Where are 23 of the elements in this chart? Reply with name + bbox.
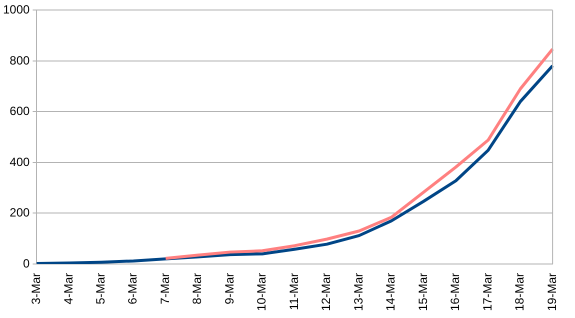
- x-tick-label: 3-Mar: [29, 272, 44, 304]
- x-tick-label: 12-Mar: [319, 272, 334, 312]
- x-tick-label: 6-Mar: [126, 272, 140, 304]
- y-tick-label: 1000: [2, 2, 30, 17]
- y-tick-label: 0: [23, 256, 30, 270]
- x-tick-label: 8-Mar: [190, 272, 204, 304]
- x-tick-label: 13-Mar: [351, 272, 366, 312]
- x-tick-label: 9-Mar: [222, 272, 236, 304]
- x-tick-label: 17-Mar: [480, 272, 494, 312]
- y-tick-label: 200: [10, 206, 30, 220]
- x-tick-label: 7-Mar: [158, 272, 172, 304]
- x-tick-label: 18-Mar: [512, 272, 527, 312]
- y-tick-label: 400: [10, 154, 30, 169]
- x-tick-label: 16-Mar: [448, 272, 462, 312]
- x-tick-label: 11-Mar: [286, 272, 301, 310]
- y-tick-label: 800: [10, 53, 30, 68]
- y-tick-label: 600: [10, 104, 30, 118]
- x-tick-label: 15-Mar: [416, 272, 430, 312]
- x-tick-label: 10-Mar: [254, 272, 269, 312]
- x-tick-label: 4-Mar: [61, 272, 76, 304]
- x-tick-label: 19-Mar: [544, 272, 559, 312]
- x-tick-label: 14-Mar: [384, 272, 398, 312]
- x-tick-label: 5-Mar: [93, 272, 108, 304]
